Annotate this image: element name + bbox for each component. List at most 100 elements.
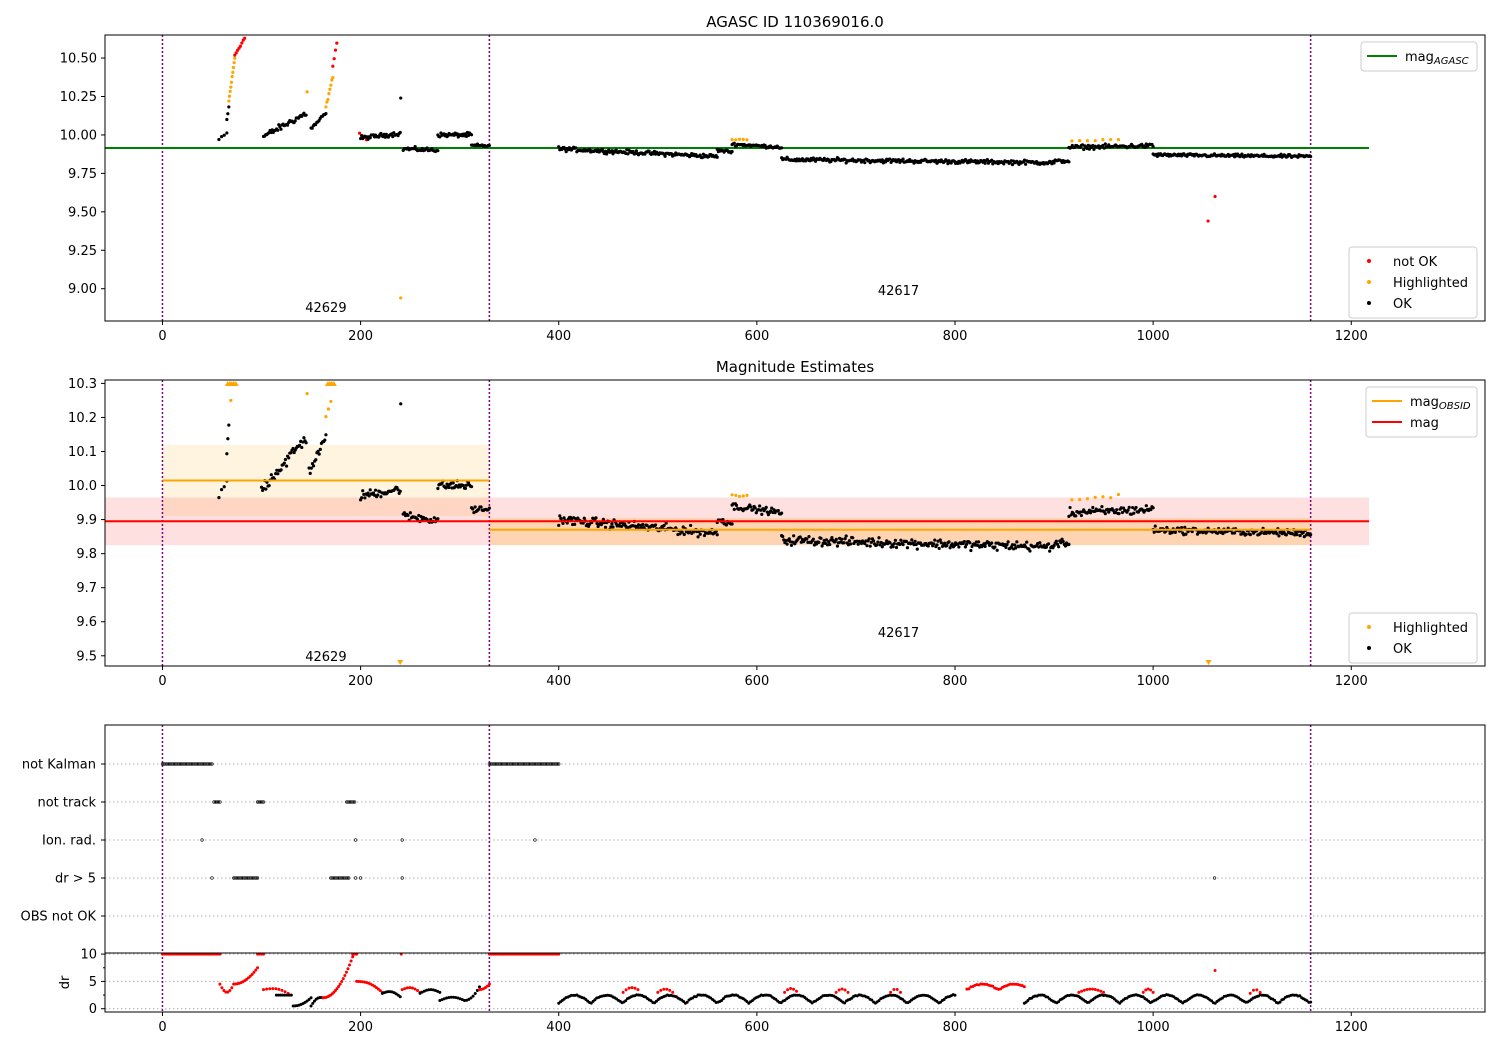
- mag-panel-point-highlighted: [229, 85, 233, 89]
- mag-panel-obsid-label: 42629: [305, 301, 346, 316]
- flags-panel-flag-marker: [533, 838, 537, 842]
- estimates-panel-point-ok: [828, 542, 832, 547]
- estimates-panel-point-ok: [444, 486, 448, 490]
- dr-panel-point: [438, 990, 442, 994]
- mag-panel-point-highlighted: [227, 99, 231, 103]
- dr-panel-point: [279, 993, 283, 997]
- estimates-panel-point-ok: [871, 539, 876, 543]
- dr-panel-point: [449, 995, 453, 999]
- estimates-panel-point-ok: [749, 505, 753, 509]
- estimates-panel-point-ok: [219, 488, 224, 492]
- estimates-panel-point-ok: [764, 505, 768, 509]
- mag-panel-y-tick-label: 9.50: [68, 205, 97, 220]
- dr-panel-point: [1026, 998, 1030, 1002]
- estimates-panel-point-ok: [807, 535, 811, 539]
- estimates-panel-point-ok: [867, 537, 871, 541]
- estimates-panel-point-ok: [1149, 508, 1153, 512]
- estimates-panel-off-scale-marker: [397, 660, 404, 665]
- dr-panel-point: [487, 982, 491, 986]
- estimates-panel-point-ok: [314, 458, 318, 462]
- flags-panel-flag-marker: [218, 800, 222, 804]
- estimates-panel-point-ok: [1277, 534, 1281, 538]
- estimates-panel-point-ok: [939, 541, 943, 545]
- mag-panel-point-highlighted: [233, 56, 237, 60]
- estimates-panel-point-ok: [1153, 524, 1157, 528]
- estimates-panel-off-scale-marker: [232, 381, 239, 386]
- estimates-panel-point-ok: [1301, 530, 1305, 535]
- mag-panel-point-ok: [634, 149, 638, 153]
- mag-panel-point-ok: [780, 146, 784, 150]
- estimates-panel-point-ok: [226, 437, 230, 441]
- dr-panel-point: [274, 993, 278, 997]
- estimates-panel-point-ok: [472, 510, 476, 515]
- estimates-panel-point-ok: [594, 516, 598, 520]
- flags-panel-flag-marker: [209, 762, 213, 766]
- estimates-panel-point-ok: [1079, 513, 1084, 518]
- mag-panel-point-highlighted: [305, 90, 309, 94]
- estimates-panel-point-ok: [1005, 543, 1009, 547]
- dr-panel-point: [230, 986, 234, 990]
- dr-panel-point: [277, 993, 281, 997]
- estimates-panel-point-ok: [440, 481, 444, 485]
- mag-panel-point-not-ok: [1206, 219, 1210, 223]
- estimates-panel-point-ok: [1038, 541, 1042, 545]
- estimates-panel-point-ok: [436, 517, 440, 521]
- flags-panel-flag-marker: [557, 762, 561, 766]
- dr-panel-point: [415, 989, 419, 993]
- estimates-panel-point-ok: [1024, 545, 1028, 549]
- estimates-panel-point-ok: [990, 541, 994, 545]
- estimates-panel-point-ok: [464, 483, 469, 487]
- mag-panel-point-ok: [1010, 163, 1015, 167]
- estimates-panel-point-ok: [1091, 505, 1095, 510]
- estimates-panel-point-ok: [432, 516, 436, 520]
- dr-panel-point: [1099, 989, 1103, 993]
- mag-panel-point-ok: [698, 153, 702, 157]
- flags-panel-flag-marker: [354, 838, 358, 842]
- estimates-panel-y-tick-label: 10.0: [68, 479, 97, 494]
- estimates-panel-point-highlighted: [1085, 497, 1090, 501]
- dr-panel-point: [889, 990, 893, 994]
- mag-panel-point-ok: [1140, 142, 1144, 146]
- estimates-panel-point-ok: [1115, 508, 1119, 512]
- mag-panel-point-ok: [219, 135, 224, 139]
- dr-panel-y-tick-label: 0: [89, 1002, 97, 1017]
- estimates-panel-point-ok: [1131, 505, 1135, 510]
- estimates-panel-point-ok: [957, 545, 961, 549]
- flags-panel-flag-marker: [215, 800, 219, 804]
- dr-panel-point: [953, 993, 957, 997]
- estimates-panel-point-ok: [1134, 505, 1138, 510]
- estimates-panel-point-ok: [844, 534, 848, 538]
- dr-panel-point: [335, 987, 339, 991]
- dr-panel-point: [351, 955, 355, 959]
- mag-panel-point-ok: [1279, 152, 1283, 156]
- estimates-panel-point-ok: [1216, 531, 1220, 535]
- estimates-panel-point-ok: [847, 539, 852, 543]
- estimates-panel-point-ok: [308, 471, 312, 475]
- dr-panel-point: [942, 997, 946, 1001]
- dr-panel-point: [348, 963, 352, 967]
- mag-panel-y-tick-label: 10.25: [60, 90, 97, 105]
- dr-panel-point: [892, 987, 896, 991]
- mag-panel-point-not-ok: [358, 131, 362, 135]
- estimates-panel-y-tick-label: 9.5: [76, 649, 97, 664]
- mag-panel-point-ok: [715, 155, 719, 159]
- dr-panel: 0 200 400 600 800 1000 1200 0 5 10 dr: [58, 948, 1486, 1035]
- dr-panel-point: [1248, 991, 1252, 995]
- mag-panel-point-ok: [1102, 146, 1106, 150]
- dr-panel-point: [254, 968, 258, 972]
- estimates-panel-point-ok: [284, 464, 289, 468]
- estimates-panel-point-ok: [888, 541, 892, 545]
- estimates-panel-point-ok: [878, 543, 882, 547]
- estimates-panel-point-ok: [976, 540, 981, 544]
- mag-panel-point-highlighted: [745, 138, 749, 142]
- flags-panel-flag-marker: [210, 876, 214, 880]
- estimates-panel-x-tick-label: 1200: [1335, 674, 1368, 689]
- dr-panel-point: [337, 984, 341, 988]
- estimates-panel-point-ok: [785, 542, 789, 546]
- estimates-panel-point-ok: [269, 473, 273, 477]
- dr-panel-point: [271, 987, 275, 991]
- estimates-panel-point-ok: [469, 485, 474, 489]
- dr-panel-point: [471, 994, 475, 998]
- dr-panel-point: [1085, 987, 1089, 991]
